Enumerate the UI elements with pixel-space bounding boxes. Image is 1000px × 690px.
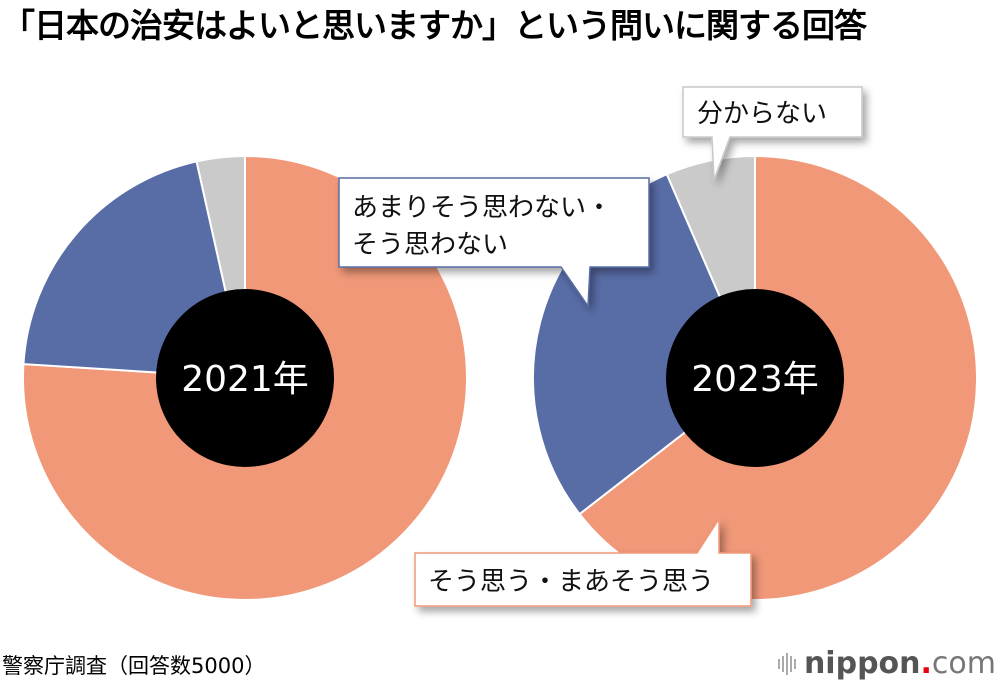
callout-disagree [338, 177, 650, 309]
chart-title: 「日本の治安はよいと思いますか」という問いに関する回答 [2, 6, 867, 45]
callout-agree-label: そう思う・まあそう思う [428, 567, 714, 597]
source-note: 警察庁調査（回答数5000） [2, 654, 266, 678]
logo-brand: nippon [803, 646, 921, 681]
logo-dot: . [920, 646, 932, 681]
logo-tld: com [931, 646, 996, 681]
year-label: 2021年 [181, 359, 309, 400]
callout-dont-know-label: 分からない [697, 99, 827, 129]
nippon-logo: nippon. com [777, 646, 996, 681]
pie-chart-2023: 2023年 [532, 154, 978, 601]
year-label: 2023年 [691, 359, 819, 400]
callout-disagree-line1: あまりそう思わない・ [352, 193, 612, 223]
callout-dont-know [682, 86, 863, 181]
callout-disagree-line2: そう思わない [352, 230, 508, 260]
sound-wave-icon [777, 652, 796, 675]
center-circle [156, 289, 334, 467]
center-circle [666, 289, 844, 467]
callout-agree [414, 516, 752, 607]
